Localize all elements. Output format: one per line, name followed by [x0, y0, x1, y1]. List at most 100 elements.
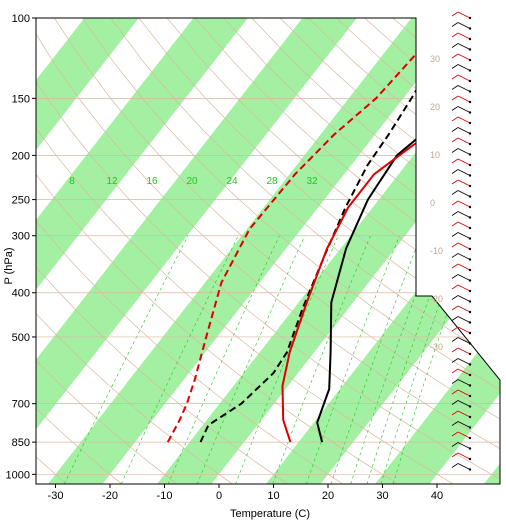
wind-barb [457, 106, 471, 113]
wind-barb-flag [451, 85, 459, 90]
wind-barb-flag [451, 368, 459, 374]
mixing-ratio-label: 24 [226, 176, 238, 187]
wind-station-dot [468, 415, 472, 419]
wind-barb-flag [451, 326, 459, 332]
dry-adiabat [36, 18, 399, 484]
y-axis-title: P (hPa) [3, 247, 15, 284]
x-tick-label: 0 [216, 490, 222, 502]
wind-station-dot [468, 342, 472, 345]
wind-station-dot [468, 247, 472, 251]
y-tick-label: 850 [12, 437, 30, 449]
adiabat-label: -10 [430, 246, 443, 256]
wind-barb-flag [451, 11, 459, 17]
dry-adiabat [36, 18, 454, 484]
wind-barb [457, 389, 471, 397]
wind-station-dot [468, 321, 472, 324]
wind-station-dot [468, 237, 472, 240]
wind-barb [457, 148, 471, 155]
dry-adiabat [36, 18, 288, 484]
x-tick-label: -30 [48, 490, 64, 502]
wind-station-dot [468, 426, 472, 429]
mixing-ratio-line [272, 235, 371, 484]
wind-station-dot [468, 174, 472, 177]
x-tick-label: 30 [376, 490, 388, 502]
wind-barb [457, 316, 471, 323]
wind-station-dot [468, 142, 472, 146]
y-tick-label: 500 [12, 332, 30, 344]
wind-barb [457, 463, 471, 470]
dry-adiabat [36, 18, 233, 484]
axis-labels: -30 -20 -10 0 10 20 30 401001502002503004005007… [6, 13, 444, 502]
wind-barb [457, 305, 471, 313]
y-tick-label: 300 [12, 231, 30, 243]
wind-station-dot [468, 394, 472, 398]
mixing-ratio-label: 8 [69, 176, 75, 187]
wind-barb-flag [451, 305, 459, 311]
wind-barb [457, 452, 471, 460]
wind-station-dot [468, 289, 472, 293]
wind-station-dot [468, 457, 472, 461]
dry-adiabat [54, 18, 500, 484]
y-tick-label: 400 [12, 288, 30, 300]
wind-barb-flag [451, 337, 459, 342]
wind-barb [457, 127, 471, 134]
wind-barb-flag [451, 64, 459, 69]
y-tick-label: 250 [12, 195, 30, 207]
series-line-3 [166, 18, 448, 443]
wind-barb-flag [451, 295, 459, 300]
wind-station-dot [468, 16, 472, 20]
wind-barb [457, 274, 471, 281]
wind-station-dot [468, 37, 472, 41]
wind-barb [457, 337, 471, 344]
mixing-ratio-line [196, 235, 306, 484]
wind-barb-flag [451, 463, 459, 468]
wind-barb-flag [451, 452, 459, 458]
wind-station-dot [468, 373, 472, 377]
wind-barb-flag [451, 158, 459, 164]
wind-barb [457, 158, 471, 166]
wind-barb [457, 421, 471, 428]
x-tick-label: 20 [322, 490, 334, 502]
wind-barb-flag [451, 43, 459, 48]
adiabat-label: 30 [430, 54, 440, 64]
wind-barb [457, 32, 471, 40]
wind-barb-flag [451, 32, 459, 38]
y-tick-label: 1000 [6, 469, 30, 481]
wind-station-dot [468, 363, 472, 366]
wind-barb [457, 400, 471, 407]
wind-barb-flag [451, 284, 459, 290]
wind-barb [457, 410, 471, 418]
x-tick-label: -10 [157, 490, 173, 502]
dry-adiabat [36, 18, 178, 484]
wind-barbs [451, 11, 472, 471]
wind-barb-flag [451, 400, 459, 405]
wind-barb [457, 200, 471, 208]
temperature-band [476, 18, 500, 484]
wind-barb-flag [451, 442, 459, 447]
dry-adiabat [195, 18, 500, 484]
wind-station-dot [468, 27, 472, 30]
wind-barb [457, 232, 471, 239]
wind-barb-flag [451, 221, 459, 227]
mixing-ratio-line [366, 235, 453, 484]
series-line-0 [316, 18, 500, 443]
wind-barb-flag [451, 274, 459, 279]
y-tick-label: 200 [12, 150, 30, 162]
wind-barb [457, 74, 471, 82]
wind-barb-flag [451, 169, 459, 174]
wind-station-dot [468, 352, 472, 356]
wind-barb-flag [451, 190, 459, 195]
x-tick-label: 10 [267, 490, 279, 502]
mixing-ratio-label: 28 [266, 176, 278, 187]
wind-barb [457, 263, 471, 271]
x-axis-title: Temperature (C) [230, 508, 310, 520]
dry-adiabat [36, 18, 500, 484]
wind-barb [457, 85, 471, 92]
wind-station-dot [468, 405, 472, 408]
wind-station-dot [468, 384, 472, 387]
y-tick-label: 100 [12, 13, 30, 25]
wind-barb [457, 95, 471, 103]
wind-barb [457, 22, 471, 29]
wind-station-dot [468, 58, 472, 62]
wind-barb [457, 431, 471, 439]
